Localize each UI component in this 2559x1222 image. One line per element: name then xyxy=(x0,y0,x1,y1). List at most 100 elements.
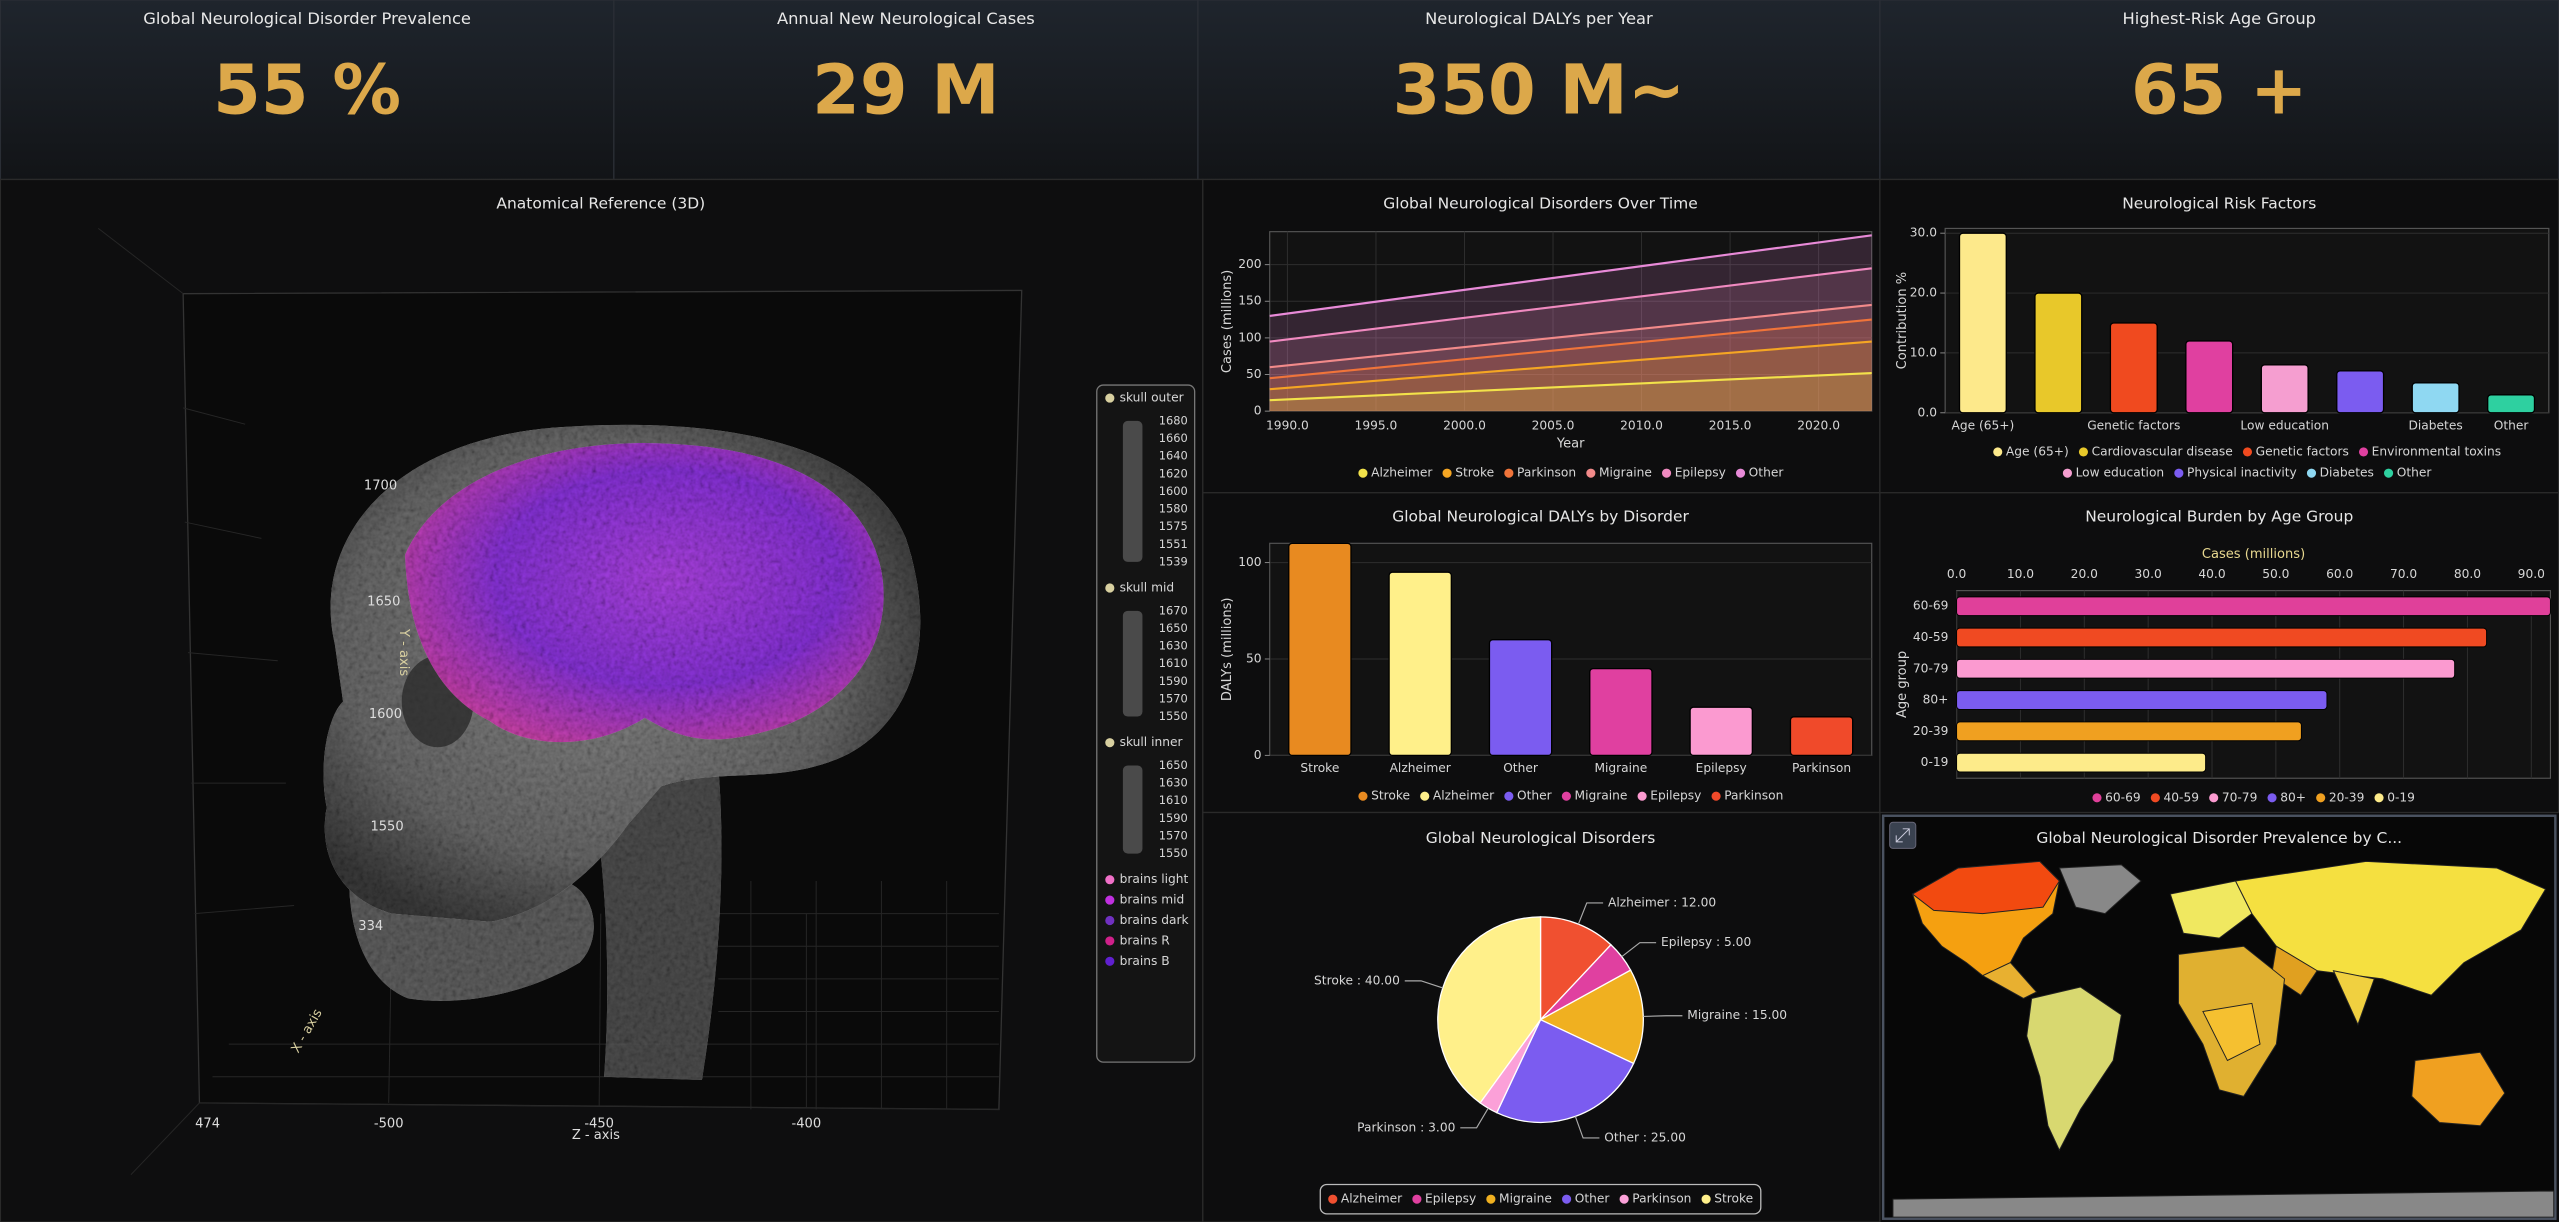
x-tick-label: 90.0 xyxy=(2518,567,2545,581)
area xyxy=(1269,268,1872,412)
leader-line xyxy=(1574,1116,1600,1139)
legend-label: Alzheimer xyxy=(1371,466,1433,480)
legend-swatch xyxy=(1105,936,1115,946)
legend-label: brains B xyxy=(1120,954,1170,968)
chart-title: Global Neurological Disorders Over Time xyxy=(1383,194,1698,212)
scale-label: 1640 xyxy=(1159,449,1188,463)
legend: 60-69 40-59 70-79 80+ 20-39 0-19 xyxy=(2092,790,2415,804)
pie-slice xyxy=(1539,916,1612,1022)
axis-tick-label: 1600 xyxy=(369,707,402,722)
color-scale xyxy=(1122,765,1143,854)
kpi-title: Global Neurological Disorder Prevalence xyxy=(143,9,471,28)
kpi-value: 29 M xyxy=(812,51,999,131)
x-tick-label: 2020.0 xyxy=(1797,418,1840,432)
legend-label: Other xyxy=(1575,1192,1611,1206)
y-tick-label: 40-59 xyxy=(1913,630,1949,644)
legend-swatch xyxy=(2209,793,2219,803)
map-region xyxy=(1892,1190,2555,1218)
x-tick-label: 2015.0 xyxy=(1709,418,1752,432)
y-tick-label: 0 xyxy=(1254,748,1262,762)
legend-label: 20-39 xyxy=(2329,790,2365,804)
chart-title: Neurological Risk Factors xyxy=(2122,194,2316,212)
legend-swatch xyxy=(1412,1194,1422,1204)
legend-label: brains dark xyxy=(1120,913,1190,927)
chart-title: Global Neurological DALYs by Disorder xyxy=(1392,508,1689,526)
leader-line xyxy=(1621,942,1657,958)
axis-tick-label: -500 xyxy=(374,1117,404,1132)
scale-label: 1610 xyxy=(1159,793,1188,807)
legend-label: Migraine xyxy=(1499,1192,1552,1206)
legend-label: 40-59 xyxy=(2163,790,2199,804)
legend-label: 70-79 xyxy=(2222,790,2258,804)
y-tick-label: 200 xyxy=(1238,257,1261,271)
y-tick-label: 50 xyxy=(1246,367,1262,381)
scale-label: 1630 xyxy=(1159,639,1188,653)
y-tick-label: 20-39 xyxy=(1913,724,1949,738)
legend-label: Other xyxy=(2397,466,2433,480)
spine xyxy=(587,766,722,1081)
scale-label: 1580 xyxy=(1159,502,1188,516)
brain xyxy=(405,443,884,743)
legend-label: Environmental toxins xyxy=(2372,444,2501,458)
kpi-card xyxy=(1197,0,1881,181)
axis-title: Y - axis xyxy=(396,628,411,676)
legend-label: Stroke xyxy=(1371,789,1410,803)
line xyxy=(1269,340,1872,391)
legend-label: Stroke xyxy=(1455,466,1494,480)
legend-label: Age (65+) xyxy=(2006,444,2069,458)
x-tick-label: 40.0 xyxy=(2198,567,2225,581)
pie-slice xyxy=(1495,1018,1635,1124)
x-tick-label: 70.0 xyxy=(2390,567,2417,581)
y-tick-label: 0-19 xyxy=(1921,755,1949,769)
legend-swatch xyxy=(2267,793,2277,803)
axis-title: Cases (millions) xyxy=(1220,270,1235,373)
legend-swatch xyxy=(1504,468,1514,478)
x-tick-label: Migraine xyxy=(1594,761,1647,775)
scale-label: 1570 xyxy=(1159,691,1188,705)
y-tick-label: 100 xyxy=(1238,555,1261,569)
bar xyxy=(1956,752,2207,773)
x-tick-label: Epilepsy xyxy=(1696,761,1747,775)
scale-label: 1539 xyxy=(1159,554,1188,568)
legend-frame xyxy=(1319,1183,1762,1215)
chart-title: Neurological Burden by Age Group xyxy=(2085,508,2353,526)
legend-label: 60-69 xyxy=(2105,790,2141,804)
legend-label: Genetic factors xyxy=(2256,444,2349,458)
axis-tick-label: 1700 xyxy=(364,479,397,494)
legend-swatch xyxy=(1105,393,1115,403)
x-tick-label: 1995.0 xyxy=(1355,418,1398,432)
axis-tick-label: 474 xyxy=(195,1117,220,1132)
axis-tick-label: -450 xyxy=(584,1117,614,1132)
legend-swatch xyxy=(2078,447,2089,457)
kpi-title: Annual New Neurological Cases xyxy=(777,9,1035,28)
x-tick-label: 2010.0 xyxy=(1620,418,1663,432)
bar xyxy=(1488,639,1553,757)
x-tick-label: 2005.0 xyxy=(1532,418,1575,432)
bar xyxy=(1956,721,2302,742)
x-tick-label: Age (65+) xyxy=(1951,418,2014,432)
scale-label: 1551 xyxy=(1159,537,1188,551)
legend-label: Epilepsy xyxy=(1650,789,1701,803)
map-region xyxy=(2058,864,2142,915)
color-scale xyxy=(1122,420,1143,562)
x-tick-label: Low education xyxy=(2240,418,2329,432)
axis-tick-label: 1650 xyxy=(367,595,400,610)
legend-label: Other xyxy=(1749,466,1785,480)
axis-title: Z - axis xyxy=(572,1128,620,1143)
kpi-card xyxy=(0,0,615,181)
data-label: Migraine : 15.00 xyxy=(1687,1008,1787,1022)
x-tick-label: 20.0 xyxy=(2071,567,2098,581)
kpi-value: 55 % xyxy=(213,51,401,131)
bar xyxy=(2185,340,2234,414)
bar xyxy=(1958,232,2007,414)
y-tick-label: 0.0 xyxy=(1918,405,1937,419)
legend-swatch xyxy=(2150,793,2160,803)
x-tick-label: Alzheimer xyxy=(1390,761,1452,775)
legend-swatch xyxy=(2306,468,2317,478)
legend-label: Parkinson xyxy=(1724,789,1783,803)
x-tick-label: 1990.0 xyxy=(1266,418,1309,432)
legend-swatch xyxy=(2174,468,2184,478)
legend-swatch xyxy=(1105,956,1115,966)
y-tick-label: 70-79 xyxy=(1913,661,1949,675)
